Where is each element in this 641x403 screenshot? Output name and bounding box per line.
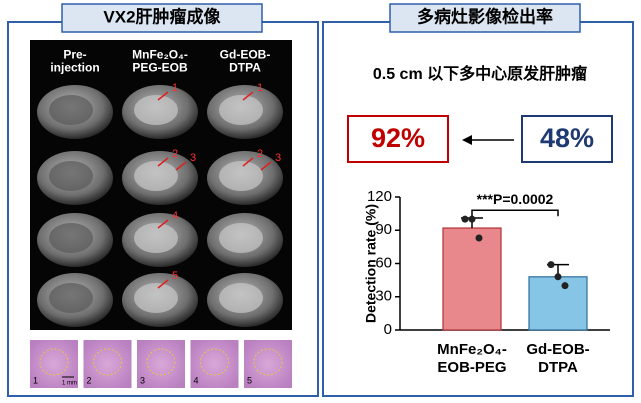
lesion-label: 1 [257,82,263,94]
histology-image [137,340,185,388]
histology-label: 4 [194,375,199,385]
bar [528,276,588,331]
histology-lesion [253,348,283,376]
lesion-arrow [242,91,254,101]
callout: 92% [371,123,425,153]
lesion-label: 3 [190,152,196,164]
lesion-arrow [242,157,254,167]
y-tick-label: 30 [375,288,392,305]
mri-organ [219,95,263,125]
histology-label: 2 [87,375,92,385]
mri-organ [134,223,178,253]
lesion-label: 3 [275,152,281,164]
significance-bracket [471,209,559,217]
histology-image [190,340,239,388]
subtitle: 0.5 cm 以下多中心原发肝肿瘤 [373,64,587,83]
mri-organ [134,283,178,313]
mri-organ [134,95,178,125]
x-tick-label: Gd-EOB-DTPA [526,341,589,376]
arrow-head [462,135,472,145]
data-point [461,215,469,223]
data-point [547,261,555,269]
lesion-arrow [157,91,169,101]
lesion-label: 2 [257,148,263,160]
lesion-label: 4 [172,210,178,222]
data-point [468,215,476,223]
callout: 48% [540,123,594,153]
callout-box [521,115,613,163]
mri-organ [219,161,263,191]
lesion-arrow [157,279,169,289]
y-axis-label: Detection rate (%) [363,204,379,323]
callout-box [347,115,449,163]
mri-organ [219,223,263,253]
lesion-label: 5 [172,270,178,282]
column-header: MnFe₂O₄-PEG-EOB [132,48,188,75]
y-tick-label: 120 [367,188,392,205]
column-header: Pre-injection [50,48,99,75]
mri-organ [49,223,93,253]
histology-lesion [93,348,122,376]
scale-bar-label: 1 mm [62,381,77,387]
histology-image [244,340,292,388]
histology-lesion [146,348,176,376]
histology-label: 1 [33,375,38,385]
data-point [475,234,483,242]
left-title: VX2肝肿瘤成像 [103,6,221,26]
y-tick-label: 90 [375,221,392,238]
left-title-box [61,3,263,33]
mri-organ [219,283,263,313]
data-point [554,273,562,281]
x-tick-label: MnFe₂O₄-EOB-PEG [437,341,507,376]
lesion-label: 2 [172,148,178,160]
bar [442,227,502,331]
mri-organ [49,95,93,125]
histology-lesion [39,348,69,376]
column-header: Gd-EOB-DTPA [220,48,271,75]
right-title: 多病灶影像检出率 [417,6,553,26]
lesion-arrow [175,161,187,171]
histology-image [83,340,132,388]
histology-label: 3 [140,375,145,385]
mri-organ [49,283,93,313]
data-point [561,282,569,290]
right-title-box [389,3,581,33]
histology-image [30,340,78,388]
mri-organ [134,161,178,191]
mri-organ [49,161,93,191]
histology-label: 5 [247,375,252,385]
lesion-arrow [157,157,169,167]
y-tick-label: 0 [384,321,392,338]
lesion-arrow [157,219,169,229]
significance-label: ***P=0.0002 [477,191,554,207]
lesion-label: 1 [172,82,178,94]
histology-lesion [200,348,229,376]
y-tick-label: 60 [375,254,392,271]
right-panel [322,21,634,397]
lesion-arrow [260,161,272,171]
